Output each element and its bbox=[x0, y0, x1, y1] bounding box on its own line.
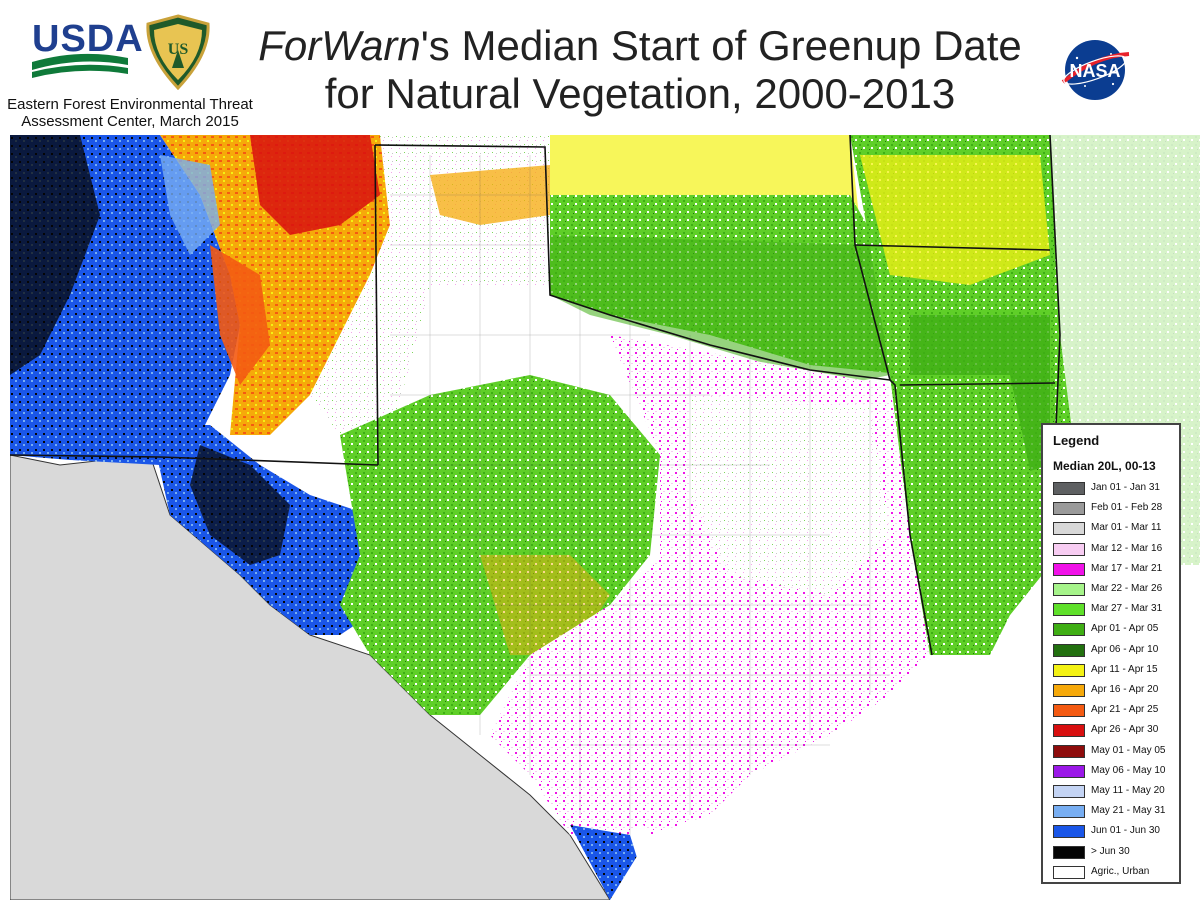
legend-item: Mar 12 - Mar 16 bbox=[1053, 541, 1181, 558]
legend-swatch bbox=[1053, 502, 1085, 516]
legend-swatch bbox=[1053, 825, 1085, 839]
usda-label: USDA bbox=[32, 18, 144, 60]
legend-item: Mar 27 - Mar 31 bbox=[1053, 601, 1181, 618]
usda-logo-icon: USDA bbox=[30, 18, 143, 88]
legend-label: Mar 12 - Mar 16 bbox=[1091, 542, 1163, 554]
legend-item: May 11 - May 20 bbox=[1053, 783, 1181, 800]
legend-label: Jan 01 - Jan 31 bbox=[1091, 482, 1160, 493]
legend-item: Apr 11 - Apr 15 bbox=[1053, 662, 1181, 679]
legend-swatch bbox=[1053, 542, 1085, 556]
legend-swatch bbox=[1053, 623, 1085, 637]
legend-item: Mar 17 - Mar 21 bbox=[1053, 561, 1181, 578]
legend-label: May 01 - May 05 bbox=[1091, 744, 1166, 756]
legend-item: Feb 01 - Feb 28 bbox=[1053, 500, 1181, 517]
map-title: ForWarn's Median Start of Greenup Date f… bbox=[240, 22, 1040, 118]
legend-label: Apr 06 - Apr 10 bbox=[1091, 643, 1159, 655]
legend-item: Jun 01 - Jun 30 bbox=[1053, 823, 1181, 840]
legend-label: May 06 - May 10 bbox=[1091, 764, 1166, 776]
legend-item: Agric., Urban bbox=[1053, 864, 1181, 881]
legend-label: May 11 - May 20 bbox=[1091, 785, 1165, 796]
legend-swatch bbox=[1053, 785, 1085, 798]
legend-swatch bbox=[1053, 724, 1085, 738]
legend-swatch bbox=[1053, 764, 1085, 778]
legend-item: May 01 - May 05 bbox=[1053, 743, 1181, 760]
legend-label: Mar 22 - Mar 26 bbox=[1091, 583, 1163, 594]
greenup-map bbox=[10, 135, 1200, 900]
legend-item: Jan 01 - Jan 31 bbox=[1053, 480, 1181, 497]
legend-swatch bbox=[1053, 583, 1085, 596]
legend-item: Apr 16 - Apr 20 bbox=[1053, 682, 1181, 699]
title-line2: for Natural Vegetation, 2000-2013 bbox=[324, 70, 956, 117]
legend-label: Feb 01 - Feb 28 bbox=[1091, 502, 1163, 514]
legend-swatch bbox=[1053, 643, 1085, 657]
legend-item: Apr 26 - Apr 30 bbox=[1053, 722, 1181, 739]
legend-label: Mar 27 - Mar 31 bbox=[1091, 603, 1163, 615]
legend-subtitle: Median 20L, 00-13 bbox=[1053, 459, 1156, 473]
legend-item: May 06 - May 10 bbox=[1053, 763, 1181, 780]
legend-title: Legend bbox=[1053, 433, 1100, 448]
nasa-label: NASA bbox=[1069, 61, 1120, 81]
legend-label: Mar 01 - Mar 11 bbox=[1091, 522, 1162, 534]
legend-label: Apr 01 - Apr 05 bbox=[1091, 623, 1159, 635]
legend-swatch bbox=[1053, 865, 1085, 879]
legend-label: Agric., Urban bbox=[1091, 865, 1150, 877]
title-italic: ForWarn bbox=[258, 22, 421, 69]
org-line-2: Assessment Center, March 2015 bbox=[21, 113, 239, 130]
legend-item: Apr 06 - Apr 10 bbox=[1053, 642, 1181, 659]
legend-label: Apr 21 - Apr 25 bbox=[1091, 704, 1159, 716]
nasa-logo-icon: NASA bbox=[1055, 36, 1135, 104]
svg-text:US: US bbox=[168, 41, 189, 58]
legend-swatch bbox=[1053, 805, 1085, 819]
legend-item: Apr 01 - Apr 05 bbox=[1053, 621, 1181, 638]
legend-label: Apr 16 - Apr 20 bbox=[1091, 684, 1159, 695]
legend-item: > Jun 30 bbox=[1053, 844, 1181, 861]
legend-label: Apr 11 - Apr 15 bbox=[1091, 663, 1158, 675]
legend-swatch bbox=[1053, 704, 1085, 718]
legend-swatch bbox=[1053, 603, 1085, 617]
legend-swatch bbox=[1053, 744, 1085, 758]
header: USDA US Eastern Forest Environmental Thr… bbox=[0, 0, 1200, 135]
legend-label: May 21 - May 31 bbox=[1091, 805, 1166, 817]
legend-swatch bbox=[1053, 684, 1085, 697]
legend-swatch bbox=[1053, 845, 1085, 859]
legend-label: Mar 17 - Mar 21 bbox=[1091, 562, 1163, 574]
legend-swatch bbox=[1053, 482, 1085, 495]
legend-label: Apr 26 - Apr 30 bbox=[1091, 724, 1159, 736]
legend-label: Jun 01 - Jun 30 bbox=[1091, 825, 1160, 837]
title-line1-rest: 's Median Start of Greenup Date bbox=[420, 22, 1022, 69]
legend-label: > Jun 30 bbox=[1091, 845, 1130, 857]
legend-item: Apr 21 - Apr 25 bbox=[1053, 702, 1181, 719]
legend-swatch bbox=[1053, 562, 1085, 576]
org-line-1: Eastern Forest Environmental Threat bbox=[7, 96, 253, 113]
legend-item: May 21 - May 31 bbox=[1053, 803, 1181, 820]
legend-item: Mar 01 - Mar 11 bbox=[1053, 520, 1181, 537]
legend: Legend Median 20L, 00-13 Jan 01 - Jan 31… bbox=[1041, 423, 1181, 884]
legend-item: Mar 22 - Mar 26 bbox=[1053, 581, 1181, 598]
legend-swatch bbox=[1053, 522, 1085, 536]
legend-swatch bbox=[1053, 663, 1085, 677]
forest-service-shield-icon: US bbox=[144, 14, 212, 91]
